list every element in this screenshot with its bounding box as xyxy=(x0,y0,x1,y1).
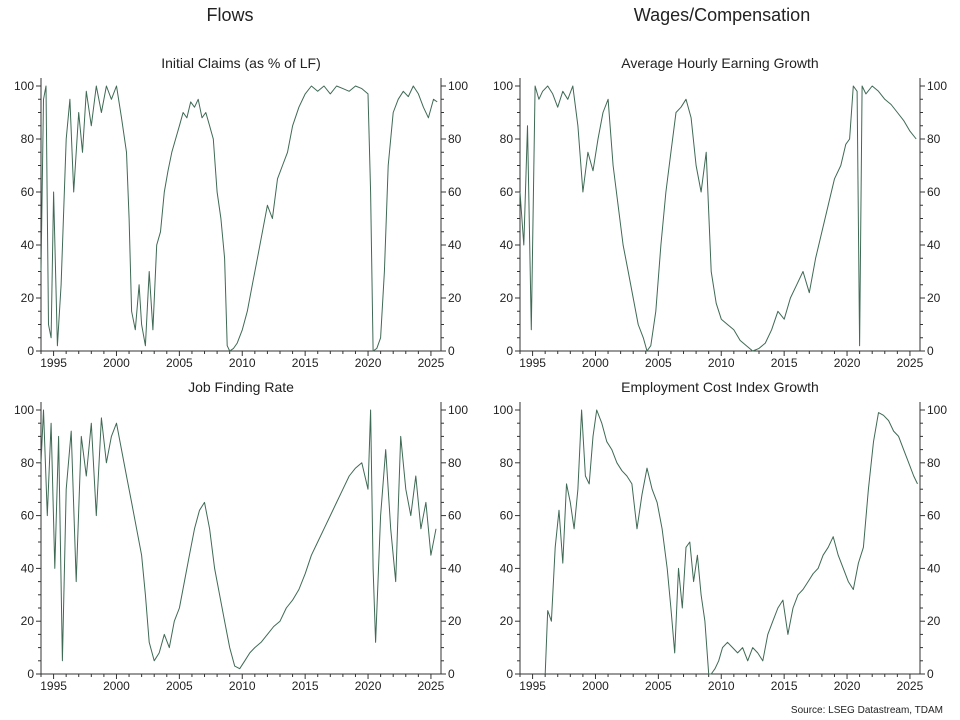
y-tick-label-right: 0 xyxy=(448,344,455,358)
y-tick-label-left: 40 xyxy=(21,238,35,252)
x-tick-label: 2005 xyxy=(645,679,672,693)
y-tick-label-right: 40 xyxy=(927,561,941,575)
series-line xyxy=(40,409,437,670)
y-tick-label-left: 100 xyxy=(14,79,34,93)
y-tick-label-right: 80 xyxy=(448,132,462,146)
chart-title: Initial Claims (as % of LF) xyxy=(161,55,320,71)
x-tick-label: 2010 xyxy=(708,356,735,370)
y-tick-label-right: 60 xyxy=(927,185,941,199)
y-tick-label-right: 80 xyxy=(927,132,941,146)
y-tick-label-left: 20 xyxy=(500,614,514,628)
y-tick-label-right: 20 xyxy=(927,614,941,628)
y-tick-label-right: 100 xyxy=(448,403,468,417)
y-tick-label-right: 0 xyxy=(927,667,934,681)
y-tick-label-right: 100 xyxy=(927,403,947,417)
y-tick-label-left: 0 xyxy=(506,344,513,358)
y-tick-label-left: 80 xyxy=(500,132,514,146)
y-tick-label-right: 80 xyxy=(448,456,462,470)
series-line xyxy=(544,409,918,675)
chart-title: Job Finding Rate xyxy=(188,379,294,395)
y-tick-label-right: 80 xyxy=(927,456,941,470)
x-tick-label: 2010 xyxy=(229,679,256,693)
y-tick-label-right: 20 xyxy=(448,614,462,628)
y-tick-label-right: 100 xyxy=(927,79,947,93)
x-tick-label: 2005 xyxy=(645,356,672,370)
x-tick-label: 1995 xyxy=(519,679,546,693)
y-tick-label-left: 20 xyxy=(21,291,35,305)
y-tick-label-right: 0 xyxy=(448,667,455,681)
y-tick-label-left: 40 xyxy=(500,238,514,252)
x-tick-label: 2025 xyxy=(418,356,445,370)
series-line xyxy=(40,85,438,352)
y-tick-label-right: 100 xyxy=(448,79,468,93)
y-tick-label-left: 0 xyxy=(506,667,513,681)
series-line xyxy=(519,85,917,352)
y-tick-label-left: 60 xyxy=(21,509,35,523)
x-tick-label: 2015 xyxy=(292,679,319,693)
y-tick-label-left: 80 xyxy=(21,456,35,470)
y-tick-label-left: 40 xyxy=(500,561,514,575)
x-tick-label: 2025 xyxy=(418,679,445,693)
x-tick-label: 1995 xyxy=(40,356,67,370)
x-tick-label: 2020 xyxy=(355,356,382,370)
y-tick-label-left: 100 xyxy=(493,79,513,93)
y-tick-label-left: 0 xyxy=(27,344,34,358)
x-tick-label: 1995 xyxy=(519,356,546,370)
y-tick-label-right: 60 xyxy=(927,509,941,523)
x-tick-label: 2020 xyxy=(834,356,861,370)
y-tick-label-right: 40 xyxy=(448,238,462,252)
x-tick-label: 2005 xyxy=(166,679,193,693)
y-tick-label-left: 80 xyxy=(21,132,35,146)
y-tick-label-left: 100 xyxy=(14,403,34,417)
y-tick-label-left: 0 xyxy=(27,667,34,681)
y-tick-label-right: 60 xyxy=(448,185,462,199)
y-tick-label-right: 20 xyxy=(927,291,941,305)
chart-title: Employment Cost Index Growth xyxy=(621,379,819,395)
y-tick-label-right: 60 xyxy=(448,509,462,523)
y-tick-label-left: 60 xyxy=(500,185,514,199)
x-tick-label: 2025 xyxy=(897,356,924,370)
y-tick-label-right: 20 xyxy=(448,291,462,305)
x-tick-label: 2020 xyxy=(834,679,861,693)
x-tick-label: 2025 xyxy=(897,679,924,693)
y-tick-label-right: 40 xyxy=(927,238,941,252)
x-tick-label: 2000 xyxy=(103,679,130,693)
y-tick-label-left: 80 xyxy=(500,456,514,470)
x-tick-label: 2015 xyxy=(292,356,319,370)
y-tick-label-left: 60 xyxy=(21,185,35,199)
y-tick-label-right: 0 xyxy=(927,344,934,358)
x-tick-label: 2010 xyxy=(229,356,256,370)
y-tick-label-left: 20 xyxy=(500,291,514,305)
section-title-wages: Wages/Compensation xyxy=(634,5,810,25)
x-tick-label: 2000 xyxy=(103,356,130,370)
y-tick-label-left: 100 xyxy=(493,403,513,417)
chart-title: Average Hourly Earning Growth xyxy=(621,55,818,71)
x-tick-label: 1995 xyxy=(40,679,67,693)
y-tick-label-left: 60 xyxy=(500,509,514,523)
x-tick-label: 2015 xyxy=(771,679,798,693)
x-tick-label: 2015 xyxy=(771,356,798,370)
y-tick-label-right: 40 xyxy=(448,561,462,575)
x-tick-label: 2000 xyxy=(582,356,609,370)
source-note: Source: LSEG Datastream, TDAM xyxy=(791,705,943,716)
x-tick-label: 2000 xyxy=(582,679,609,693)
section-title-flows: Flows xyxy=(206,5,253,25)
x-tick-label: 2005 xyxy=(166,356,193,370)
y-tick-label-left: 40 xyxy=(21,561,35,575)
x-tick-label: 2010 xyxy=(708,679,735,693)
x-tick-label: 2020 xyxy=(355,679,382,693)
y-tick-label-left: 20 xyxy=(21,614,35,628)
